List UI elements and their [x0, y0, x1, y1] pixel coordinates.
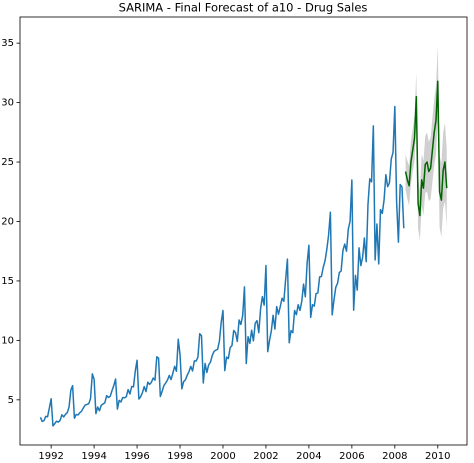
x-tick-label: 2008: [382, 451, 407, 462]
confidence-band: [405, 45, 447, 241]
y-tick-label: 5: [8, 395, 14, 406]
series-line: [39, 105, 405, 427]
x-tick-label: 1996: [124, 451, 149, 462]
series-line: [404, 80, 448, 217]
y-tick-label: 30: [1, 98, 14, 109]
y-tick-label: 15: [1, 276, 14, 287]
x-tick-label: 1992: [38, 451, 63, 462]
chart-title: SARIMA - Final Forecast of a10 - Drug Sa…: [119, 1, 368, 15]
x-tick-label: 1998: [167, 451, 192, 462]
x-tick-label: 2010: [425, 451, 450, 462]
plot-frame: [19, 16, 468, 446]
x-tick-label: 2006: [339, 451, 364, 462]
x-tick-label: 2004: [296, 451, 321, 462]
y-tick-label: 10: [1, 335, 14, 346]
y-tick-label: 20: [1, 216, 14, 227]
x-tick-label: 2000: [210, 451, 235, 462]
y-tick-label: 35: [1, 38, 14, 49]
y-tick-label: 25: [1, 157, 14, 168]
x-tick-label: 1994: [81, 451, 106, 462]
x-tick-label: 2002: [253, 451, 278, 462]
